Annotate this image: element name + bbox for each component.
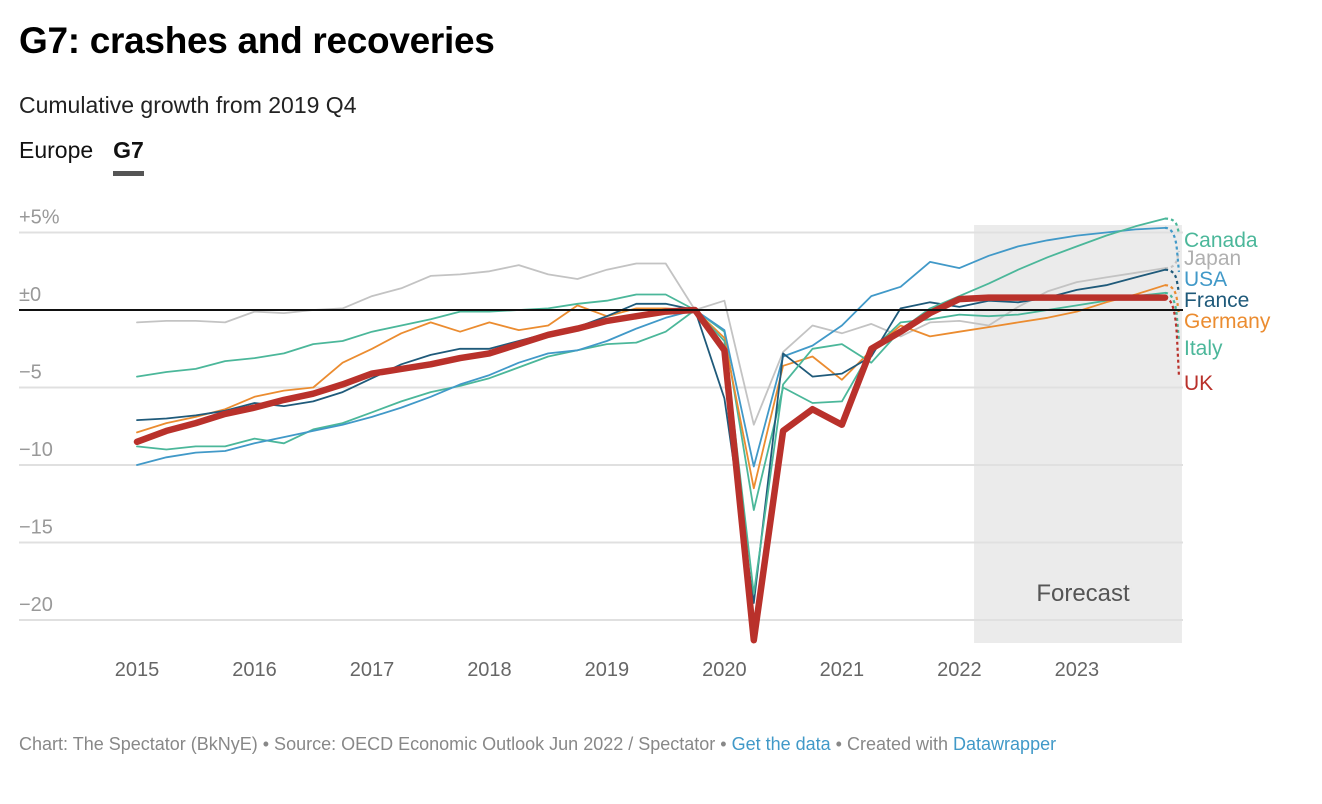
x-tick-label: 2021 (820, 659, 865, 681)
series-line-germany (136, 284, 1166, 490)
series-label-germany: Germany (1184, 310, 1271, 333)
x-tick-label: 2023 (1055, 659, 1100, 681)
series-line-usa (136, 226, 1166, 468)
chart-title: G7: crashes and recoveries (19, 20, 495, 61)
y-tick-label: ±0 (19, 284, 41, 306)
series-label-italy: Italy (1184, 337, 1223, 360)
datawrapper-link[interactable]: Datawrapper (953, 734, 1057, 754)
forecast-label: Forecast (1036, 580, 1130, 607)
series-line-france (136, 268, 1166, 604)
series-label-usa: USA (1184, 268, 1227, 291)
series-label-canada: Canada (1184, 229, 1258, 252)
series-line-canada (136, 217, 1166, 595)
x-tick-label: 2017 (350, 659, 395, 681)
region-tabs: Europe G7 (19, 137, 144, 176)
tab-europe[interactable]: Europe (19, 137, 94, 163)
y-tick-label: −5 (19, 362, 42, 384)
x-tick-label: 2018 (467, 659, 512, 681)
connector-france (1164, 268, 1181, 294)
chart-subtitle: Cumulative growth from 2019 Q4 (19, 92, 357, 118)
connector-japan (1164, 250, 1181, 270)
y-tick-label: −15 (19, 517, 53, 539)
series-label-japan: Japan (1184, 247, 1241, 270)
connector-italy (1164, 291, 1181, 342)
line-chart: +5% ±0 −5 −10 −15 −20 2015 2016 2017 2018 2019 2020… (19, 207, 1272, 681)
y-tick-label: −20 (19, 594, 53, 616)
get-data-link[interactable]: Get the data (731, 734, 831, 754)
y-tick-label: +5% (19, 207, 60, 229)
connector-germany (1164, 284, 1181, 315)
footer-source: Chart: The Spectator (BkNyE) • Source: O… (19, 734, 732, 754)
chart-footer: Chart: The Spectator (BkNyE) • Source: O… (19, 734, 1056, 755)
x-tick-label: 2022 (937, 659, 982, 681)
connector-canada (1164, 217, 1181, 234)
x-tick-label: 2020 (702, 659, 747, 681)
x-tick-label: 2015 (115, 659, 160, 681)
footer-middle: • Created with (830, 734, 954, 754)
series-label-france: France (1184, 289, 1249, 312)
y-tick-label: −10 (19, 439, 53, 461)
connector-uk (1164, 296, 1181, 377)
series-line-uk (133, 294, 1169, 644)
series-label-uk: UK (1184, 372, 1213, 395)
x-tick-label: 2019 (585, 659, 630, 681)
tab-g7[interactable]: G7 (113, 137, 144, 176)
x-tick-label: 2016 (232, 659, 277, 681)
